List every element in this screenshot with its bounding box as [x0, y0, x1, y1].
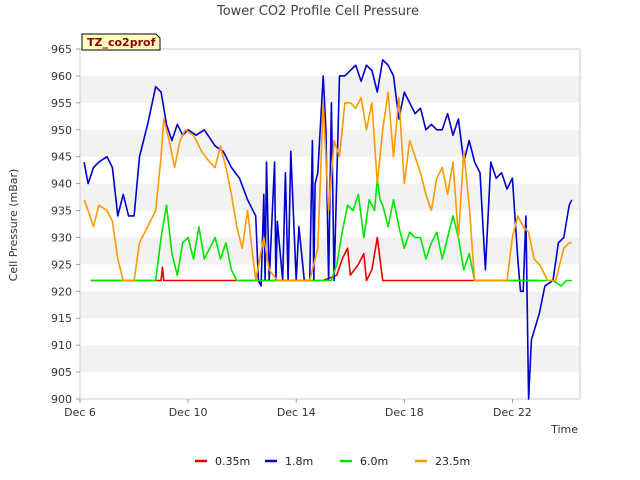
- x-tick-label: Dec 6: [64, 406, 96, 419]
- plot-area-frame: [79, 48, 581, 400]
- x-tick-label: Dec 14: [277, 406, 316, 419]
- legend-item-label: 1.8m: [285, 455, 313, 468]
- y-tick-label: 915: [51, 312, 72, 325]
- y-tick-label: 900: [51, 393, 72, 406]
- grid-band: [80, 291, 580, 319]
- x-axis-label: Time: [550, 423, 578, 436]
- y-tick-label: 920: [51, 285, 72, 298]
- y-tick-label: 950: [51, 124, 72, 137]
- station-badge: TZ_co2prof: [81, 33, 161, 51]
- x-axis: Dec 6 Dec 10 Dec 14 Dec 18 Dec 22: [64, 399, 532, 419]
- grid-band: [80, 345, 580, 373]
- chart-title: Tower CO2 Profile Cell Pressure: [216, 4, 419, 19]
- series-line-6-0m: [90, 177, 572, 287]
- y-tick-label: 945: [51, 151, 72, 164]
- series-lines: [83, 58, 573, 400]
- legend-item-label: 23.5m: [435, 455, 470, 468]
- grid-band: [80, 75, 580, 103]
- badge-label: TZ_co2prof: [87, 36, 156, 49]
- y-axis-label: Cell Pressure (mBar): [7, 169, 20, 282]
- y-tick-label: 910: [51, 339, 72, 352]
- y-axis: 900 905 910 915 920 925 930 935 940 945 950 955 960 9…: [51, 43, 80, 406]
- grid-band: [80, 372, 580, 399]
- legend-item-label: 0.35m: [215, 455, 250, 468]
- series-line-1-8m: [83, 58, 573, 400]
- x-tick-label: Dec 18: [385, 406, 424, 419]
- legend: 0.35m 1.8m 6.0m 23.5m: [195, 455, 470, 468]
- x-tick-label: Dec 22: [493, 406, 532, 419]
- grid-band: [80, 318, 580, 346]
- legend-item-label: 6.0m: [360, 455, 388, 468]
- grid-band: [80, 49, 580, 76]
- y-tick-label: 935: [51, 205, 72, 218]
- y-tick-label: 965: [51, 43, 72, 56]
- y-tick-label: 955: [51, 97, 72, 110]
- series-line-0-35m: [90, 236, 540, 282]
- y-tick-label: 925: [51, 258, 72, 271]
- y-tick-label: 960: [51, 70, 72, 83]
- x-tick-label: Dec 10: [169, 406, 208, 419]
- grid-band: [80, 102, 580, 130]
- y-tick-label: 905: [51, 366, 72, 379]
- series-line-23-5m: [83, 91, 572, 282]
- badge-box: [81, 33, 161, 51]
- y-tick-label: 930: [51, 231, 72, 244]
- y-tick-label: 940: [51, 178, 72, 191]
